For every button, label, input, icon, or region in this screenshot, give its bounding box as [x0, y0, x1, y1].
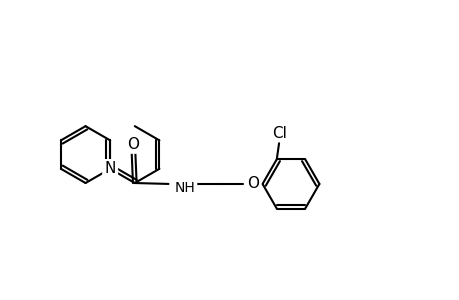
- Text: O: O: [247, 176, 259, 191]
- Text: Cl: Cl: [271, 126, 286, 141]
- Text: N: N: [104, 161, 116, 176]
- Text: NH: NH: [174, 181, 195, 195]
- Text: O: O: [127, 136, 139, 152]
